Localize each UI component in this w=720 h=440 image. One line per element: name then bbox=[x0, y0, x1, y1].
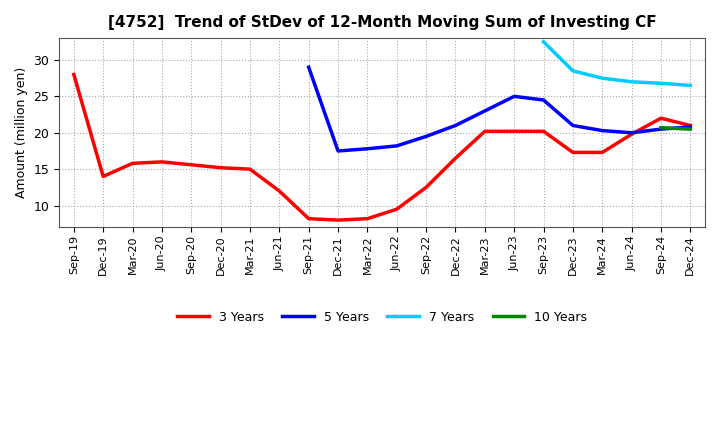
5 Years bbox=[510, 94, 518, 99]
5 Years bbox=[657, 126, 665, 132]
3 Years bbox=[305, 216, 313, 221]
10 Years bbox=[657, 125, 665, 130]
5 Years bbox=[392, 143, 401, 149]
3 Years bbox=[187, 162, 196, 168]
3 Years bbox=[70, 72, 78, 77]
5 Years bbox=[363, 146, 372, 151]
3 Years bbox=[686, 123, 695, 128]
5 Years bbox=[686, 124, 695, 129]
Legend: 3 Years, 5 Years, 7 Years, 10 Years: 3 Years, 5 Years, 7 Years, 10 Years bbox=[172, 306, 592, 329]
7 Years bbox=[569, 68, 577, 73]
3 Years bbox=[422, 185, 431, 190]
3 Years bbox=[451, 156, 460, 161]
7 Years bbox=[657, 81, 665, 86]
Line: 7 Years: 7 Years bbox=[544, 42, 690, 85]
3 Years bbox=[334, 217, 343, 223]
Line: 10 Years: 10 Years bbox=[661, 128, 690, 129]
Title: [4752]  Trend of StDev of 12-Month Moving Sum of Investing CF: [4752] Trend of StDev of 12-Month Moving… bbox=[108, 15, 657, 30]
Line: 3 Years: 3 Years bbox=[74, 74, 690, 220]
3 Years bbox=[128, 161, 137, 166]
3 Years bbox=[158, 159, 166, 165]
7 Years bbox=[627, 79, 636, 84]
3 Years bbox=[510, 128, 518, 134]
5 Years bbox=[334, 148, 343, 154]
3 Years bbox=[246, 166, 254, 172]
3 Years bbox=[363, 216, 372, 221]
7 Years bbox=[539, 39, 548, 44]
3 Years bbox=[392, 206, 401, 212]
3 Years bbox=[627, 132, 636, 137]
3 Years bbox=[216, 165, 225, 170]
5 Years bbox=[422, 134, 431, 139]
5 Years bbox=[305, 65, 313, 70]
3 Years bbox=[598, 150, 606, 155]
3 Years bbox=[99, 174, 107, 179]
3 Years bbox=[657, 116, 665, 121]
7 Years bbox=[686, 83, 695, 88]
5 Years bbox=[539, 97, 548, 103]
10 Years bbox=[686, 126, 695, 132]
5 Years bbox=[451, 123, 460, 128]
5 Years bbox=[480, 108, 489, 114]
3 Years bbox=[480, 128, 489, 134]
3 Years bbox=[539, 128, 548, 134]
3 Years bbox=[569, 150, 577, 155]
Y-axis label: Amount (million yen): Amount (million yen) bbox=[15, 67, 28, 198]
Line: 5 Years: 5 Years bbox=[309, 67, 690, 151]
5 Years bbox=[627, 130, 636, 136]
3 Years bbox=[275, 188, 284, 194]
7 Years bbox=[598, 76, 606, 81]
5 Years bbox=[569, 123, 577, 128]
5 Years bbox=[598, 128, 606, 133]
